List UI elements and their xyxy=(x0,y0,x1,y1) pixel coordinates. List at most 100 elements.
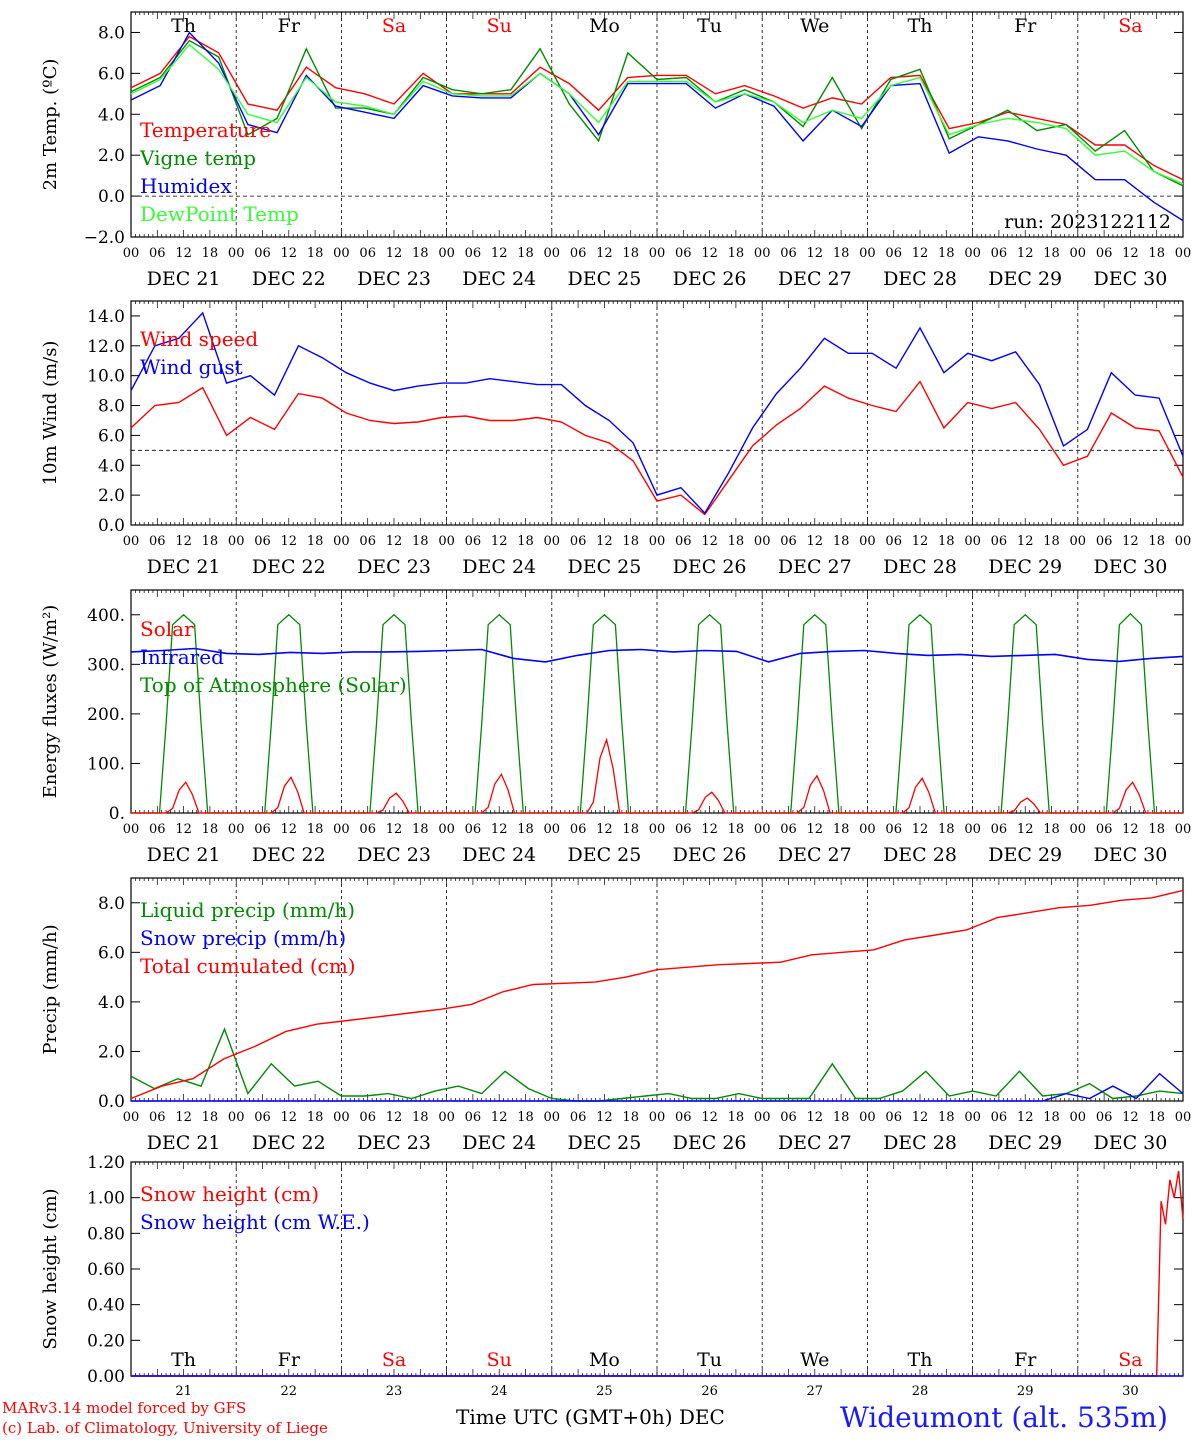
x-tick-label: 00 xyxy=(754,246,771,261)
legend-entry: Total cumulated (cm) xyxy=(140,954,356,978)
x-tick-label: 00 xyxy=(754,1110,771,1125)
x-tick-label: 00 xyxy=(964,246,981,261)
x-tick-label: 06 xyxy=(885,246,902,261)
date-label: DEC 28 xyxy=(883,844,957,866)
x-tick-label: 00 xyxy=(123,534,140,549)
day-label: Fr xyxy=(1014,15,1037,37)
y-tick-label: 100. xyxy=(87,754,125,774)
legend-entry: Infrared xyxy=(140,645,224,669)
x-tick-label: 12 xyxy=(701,534,718,549)
y-tick-label: 8.0 xyxy=(98,894,125,914)
x-tick-label: 18 xyxy=(938,534,955,549)
x-tick-label: 18 xyxy=(622,822,639,837)
y-tick-label: 0.0 xyxy=(98,187,125,207)
day-label: Su xyxy=(487,1349,512,1371)
x-tick-label: 00 xyxy=(544,534,561,549)
x-tick-label: 18 xyxy=(517,1110,534,1125)
y-tick-label: 4.0 xyxy=(98,105,125,125)
x-tick-label: 18 xyxy=(833,534,850,549)
x-tick-label: 00 xyxy=(438,534,455,549)
date-label: DEC 26 xyxy=(673,556,747,578)
date-label: DEC 25 xyxy=(567,844,641,866)
x-tick-label: 00 xyxy=(1070,1110,1087,1125)
dewpoint-temp-line xyxy=(130,43,1184,185)
x-tick-label: 06 xyxy=(1096,534,1113,549)
day-label: We xyxy=(800,1349,829,1371)
y-tick-label: 14.0 xyxy=(87,307,125,327)
y-tick-label: 4.0 xyxy=(98,456,125,476)
y-tick-label: 0.00 xyxy=(87,1367,125,1387)
y-tick-label: 10.0 xyxy=(87,367,125,387)
legend-entry: Vigne temp xyxy=(139,146,256,170)
day-label: Tu xyxy=(697,15,722,37)
day-label: Fr xyxy=(278,15,301,37)
x-tick-label: 00 xyxy=(1175,246,1192,261)
x-tick-label: 00 xyxy=(649,1110,666,1125)
x-tick-label: 06 xyxy=(991,246,1008,261)
date-label: DEC 27 xyxy=(778,844,852,866)
date-label: DEC 29 xyxy=(988,1132,1062,1154)
x-tick-label: 12 xyxy=(386,1110,403,1125)
y-tick-label: 6.0 xyxy=(98,943,125,963)
y-tick-label: 4.0 xyxy=(98,993,125,1013)
x-tick-label: 06 xyxy=(1096,1110,1113,1125)
x-tick-label: 12 xyxy=(912,1110,929,1125)
x-tick-label: 18 xyxy=(202,534,219,549)
x-tick-label: 12 xyxy=(281,822,298,837)
x-tick-label: 18 xyxy=(202,1110,219,1125)
y-axis-title: 2m Temp. (ºC) xyxy=(40,59,61,191)
x-tick-label: 06 xyxy=(675,1110,692,1125)
day-label: We xyxy=(800,15,829,37)
y-tick-label: 0.40 xyxy=(87,1296,125,1316)
date-label: DEC 27 xyxy=(778,556,852,578)
date-label: DEC 24 xyxy=(462,1132,536,1154)
x-tick-label: 00 xyxy=(754,822,771,837)
date-number-label: 27 xyxy=(807,1384,824,1399)
date-label: DEC 26 xyxy=(673,1132,747,1154)
x-tick-label: 06 xyxy=(675,822,692,837)
x-tick-label: 00 xyxy=(333,1110,350,1125)
x-tick-label: 18 xyxy=(517,822,534,837)
x-tick-label: 00 xyxy=(859,246,876,261)
date-number-label: 30 xyxy=(1122,1384,1139,1399)
x-tick-label: 18 xyxy=(938,1110,955,1125)
snow-precip-mm-h-line xyxy=(131,1072,1184,1102)
day-label: Sa xyxy=(1118,1349,1142,1371)
x-tick-label: 06 xyxy=(149,246,166,261)
total-cumulated-cm-line xyxy=(130,889,1184,1100)
y-tick-label: 400. xyxy=(87,606,125,626)
x-tick-label: 12 xyxy=(386,246,403,261)
x-tick-label: 12 xyxy=(701,246,718,261)
x-tick-label: 18 xyxy=(622,1110,639,1125)
y-tick-label: 6.0 xyxy=(98,64,125,84)
y-tick-label: 0.60 xyxy=(87,1260,125,1280)
x-tick-label: 06 xyxy=(465,534,482,549)
x-tick-label: 00 xyxy=(1070,822,1087,837)
x-tick-label: 18 xyxy=(202,246,219,261)
temperature-line xyxy=(130,35,1184,181)
y-tick-label: 12.0 xyxy=(87,337,125,357)
x-tick-label: 06 xyxy=(780,246,797,261)
x-tick-label: 12 xyxy=(1122,534,1139,549)
x-tick-label: 06 xyxy=(991,534,1008,549)
model-credit: MARv3.14 model forced by GFS xyxy=(2,1399,247,1417)
x-tick-label: 12 xyxy=(807,246,824,261)
x-tick-label: 00 xyxy=(333,822,350,837)
date-label: DEC 30 xyxy=(1093,844,1167,866)
liquid-precip-mm-h-line xyxy=(130,1027,1184,1102)
legend-entry: Humidex xyxy=(140,174,232,198)
legend-entry: Wind gust xyxy=(140,355,243,379)
x-tick-label: 18 xyxy=(1043,534,1060,549)
y-tick-label: 0.20 xyxy=(87,1331,125,1351)
legend-entry: DewPoint Temp xyxy=(140,202,299,226)
x-tick-label: 12 xyxy=(175,1110,192,1125)
x-tick-label: 18 xyxy=(412,822,429,837)
x-tick-label: 00 xyxy=(649,246,666,261)
legend-entry: Wind speed xyxy=(140,327,258,351)
date-number-label: 24 xyxy=(491,1384,508,1399)
x-tick-label: 18 xyxy=(728,822,745,837)
station-title: Wideumont (alt. 535m) xyxy=(840,1401,1168,1434)
x-tick-label: 18 xyxy=(517,534,534,549)
day-label: Th xyxy=(908,1349,933,1371)
